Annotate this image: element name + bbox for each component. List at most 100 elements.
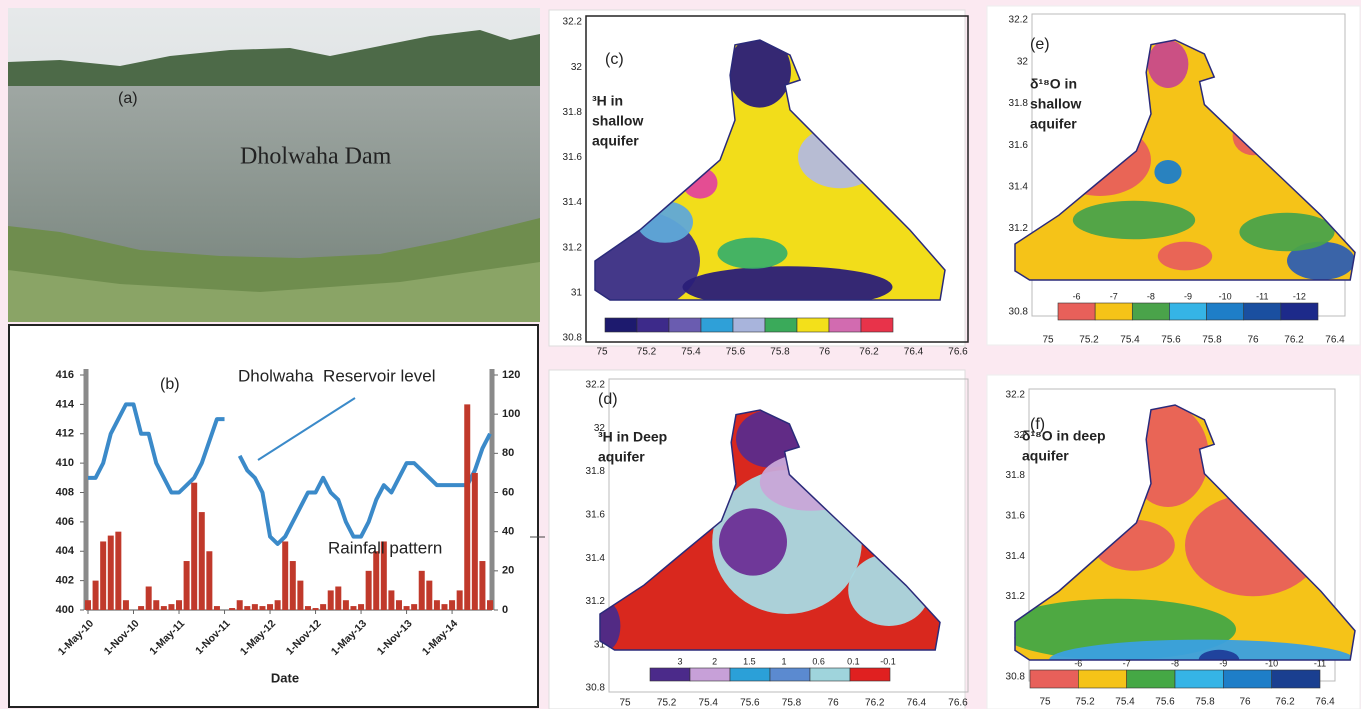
y-tick-label: 32	[1017, 56, 1029, 67]
rain-bar	[305, 606, 311, 610]
rain-bar	[419, 571, 425, 610]
y-tick-label: 406	[56, 516, 74, 528]
rain-bar	[252, 604, 258, 610]
colorbar-cell	[650, 668, 690, 681]
rain-bar	[457, 590, 463, 610]
x-tick-label: 76.2	[865, 698, 885, 709]
rain-bar	[335, 587, 341, 611]
rain-bar	[244, 606, 250, 610]
y-tick-label: 31.6	[563, 152, 583, 163]
map-title: shallow	[592, 113, 643, 129]
colorbar-label: -10	[1219, 291, 1232, 301]
x-tick-label: 75.4	[1120, 335, 1140, 346]
y-tick-label: 414	[56, 398, 75, 410]
rain-bar	[449, 600, 455, 610]
water	[8, 86, 540, 258]
colorbar-cell	[1030, 670, 1078, 688]
x-tick-label: 75.4	[681, 347, 701, 358]
colorbar-label: 0.6	[812, 656, 825, 666]
colorbar-cell	[1127, 670, 1175, 688]
x-tick-label: 76.2	[1284, 335, 1304, 346]
x-tick-label: 76	[828, 698, 840, 709]
colorbar-label: -8	[1147, 291, 1155, 301]
y-tick-label: 31.4	[563, 197, 583, 208]
y-tick-label: 31.8	[1009, 98, 1029, 109]
x-tick-label: 75	[619, 698, 631, 709]
colorbar-label: 1	[781, 656, 786, 666]
map-title: aquifer	[598, 449, 645, 465]
y2-tick-label: 120	[502, 369, 520, 381]
map-zone	[719, 508, 787, 575]
y-tick-label: 408	[56, 486, 74, 498]
colorbar-cell	[1272, 670, 1320, 688]
rain-bar	[479, 561, 485, 610]
rain-bar	[138, 606, 144, 610]
colorbar-cell	[1095, 303, 1132, 320]
map-title: shallow	[1030, 96, 1081, 112]
y-tick-label: 400	[56, 604, 74, 616]
panel-label: (c)	[605, 51, 624, 68]
map-zone	[1154, 160, 1181, 184]
rain-bar	[259, 606, 265, 610]
rain-bar	[214, 606, 220, 610]
y-tick-label: 31.2	[1006, 591, 1026, 602]
rain-bar	[153, 600, 159, 610]
rain-bar	[464, 404, 470, 610]
y-tick-label: 416	[56, 369, 74, 381]
x-tick-label: 76.4	[1315, 697, 1335, 708]
y2-tick-label: 40	[502, 526, 514, 538]
y2-tick-label: 0	[502, 604, 508, 616]
colorbar-cell	[1169, 303, 1206, 320]
colorbar-label: -11	[1314, 658, 1326, 668]
colorbar-cell	[669, 318, 701, 332]
colorbar-label: -7	[1123, 658, 1131, 668]
x-axis-label: Date	[271, 670, 299, 685]
colorbar-label: 1.5	[743, 656, 756, 666]
rain-bar	[85, 600, 91, 610]
map-zone	[1073, 201, 1195, 239]
colorbar-cell	[810, 668, 850, 681]
x-tick-label: 75.2	[1075, 697, 1095, 708]
y-tick-label: 31.4	[1006, 551, 1026, 562]
x-tick-label: 75	[1039, 697, 1051, 708]
y-tick-label: 32	[571, 62, 583, 73]
y2-tick-label: 20	[502, 565, 514, 577]
colorbar-label: 0.1	[847, 656, 860, 666]
map-title: aquifer	[1030, 116, 1077, 132]
x-tick-label: 76	[819, 347, 831, 358]
rain-bar	[168, 604, 174, 610]
y-tick-label: 30.8	[563, 333, 583, 344]
map-title: δ¹⁸O in	[1030, 76, 1077, 92]
y-tick-label: 31.8	[563, 107, 583, 118]
colorbar-cell	[861, 318, 893, 332]
map-zone	[1239, 213, 1334, 251]
y-tick-label: 32.2	[1006, 390, 1026, 401]
x-tick-label: 76.6	[948, 347, 968, 358]
x-tick-label: 75	[1042, 335, 1054, 346]
rain-bar	[373, 551, 379, 610]
panel-label: (a)	[118, 90, 138, 107]
colorbar-cell	[1132, 303, 1169, 320]
rain-bar	[237, 600, 243, 610]
rain-bar	[123, 600, 129, 610]
colorbar-cell	[730, 668, 770, 681]
colorbar-label: -11	[1256, 291, 1268, 301]
x-tick-label: 75.8	[782, 698, 802, 709]
rain-bar	[343, 600, 349, 610]
rain-bar	[176, 600, 182, 610]
map-title: δ¹⁸O in deep	[1022, 428, 1106, 444]
rain-bar	[100, 541, 106, 610]
series-annotation: Rainfall pattern	[328, 538, 442, 557]
x-tick-label: 75.4	[699, 698, 719, 709]
rain-bar	[184, 561, 190, 610]
colorbar-cell	[701, 318, 733, 332]
y-tick-label: 404	[56, 545, 75, 557]
colorbar-label: -12	[1293, 291, 1306, 301]
x-tick-label: 76.4	[1325, 335, 1345, 346]
colorbar-label: -8	[1171, 658, 1179, 668]
y-tick-label: 31.6	[1009, 140, 1029, 151]
y-tick-label: 31.8	[1006, 470, 1026, 481]
rain-bar	[290, 561, 296, 610]
figure: (a) Dholwaha Dam 30.83131.231.431.631.83…	[0, 0, 1361, 709]
y-tick-label: 31.2	[563, 242, 583, 253]
